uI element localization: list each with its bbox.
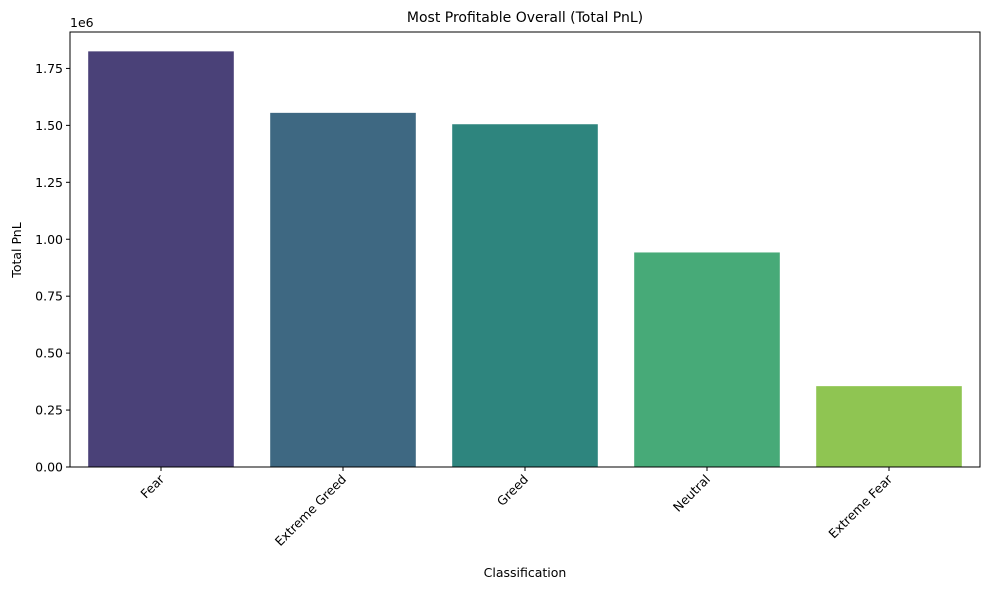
- y-tick-label: 1.25: [35, 175, 63, 190]
- y-tick-label: 0.00: [35, 460, 63, 475]
- bar-extreme-greed: [270, 112, 416, 468]
- bar-extreme-fear: [816, 386, 962, 467]
- x-tick-label: Fear: [137, 471, 167, 501]
- bar-neutral: [634, 252, 780, 467]
- y-axis-label: Total PnL: [9, 222, 24, 278]
- bars-layer: [88, 51, 962, 468]
- x-tick-label: Extreme Fear: [825, 471, 895, 541]
- y-tick-label: 0.25: [35, 403, 63, 418]
- x-tick-label: Greed: [494, 472, 531, 509]
- y-tick-label: 0.75: [35, 289, 63, 304]
- y-tick-label: 1.75: [35, 61, 63, 76]
- y-tick-label: 0.50: [35, 346, 63, 361]
- y-tick-label: 1.50: [35, 118, 63, 133]
- x-tick-label: Neutral: [670, 472, 713, 515]
- x-axis-ticks: Fear Extreme Greed Greed Neutral Extreme Fea…: [137, 467, 896, 549]
- bar-greed: [452, 124, 598, 467]
- x-tick-label: Extreme Greed: [272, 472, 349, 549]
- plot-frame: [69, 31, 981, 468]
- y-tick-label: 1.00: [35, 232, 63, 247]
- y-axis-ticks: 0.00 0.25 0.50 0.75 1.00 1.25 1.50 1.75: [35, 61, 70, 475]
- y-axis-offset-label: 1e6: [70, 15, 94, 30]
- x-axis-label: Classification: [484, 565, 567, 580]
- chart-title: Most Profitable Overall (Total PnL): [407, 10, 643, 26]
- bar-fear: [88, 51, 234, 467]
